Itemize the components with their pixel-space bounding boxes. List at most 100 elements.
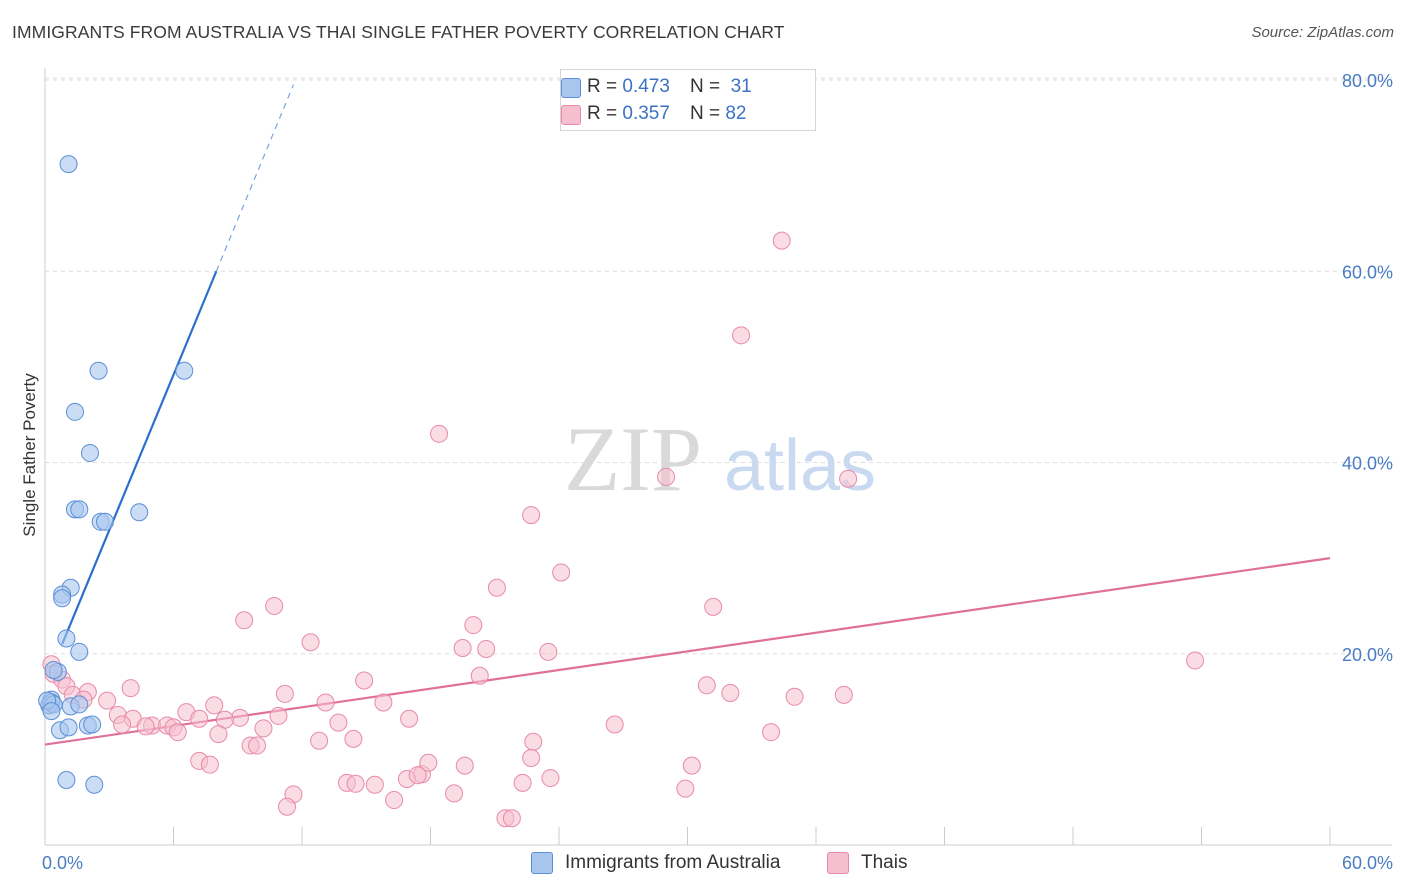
legend-label-thais: Thais	[861, 852, 908, 873]
thais-point	[136, 717, 155, 736]
thais-point	[316, 693, 335, 712]
chart-title: IMMIGRANTS FROM AUSTRALIA VS THAI SINGLE…	[12, 22, 785, 42]
australia-trend-extension	[215, 84, 294, 272]
thais-point	[772, 231, 791, 250]
thais-point	[704, 597, 723, 616]
legend-r-value: 0.473	[622, 76, 670, 97]
thais-point	[524, 732, 543, 751]
series-legend: Immigrants from Australia Thais	[0, 852, 1406, 878]
legend-item-thais[interactable]: Thais	[827, 852, 907, 874]
thais-point	[400, 709, 419, 728]
trend-lines	[44, 84, 1331, 746]
australia-point	[80, 443, 99, 462]
thais-point	[839, 469, 858, 488]
thais-point	[365, 775, 384, 794]
y-tick-label: 80.0%	[1342, 71, 1393, 91]
y-tick-label: 20.0%	[1342, 645, 1393, 665]
thais-point	[344, 729, 363, 748]
thais-point	[834, 685, 853, 704]
watermark-zip: ZIP	[564, 408, 702, 510]
thais-point	[168, 723, 187, 742]
thais-point	[374, 693, 393, 712]
watermark: ZIP atlas	[564, 408, 876, 510]
thais-point	[605, 715, 624, 734]
thais-point	[278, 797, 297, 816]
thais-point	[269, 706, 288, 725]
thais-point	[464, 616, 483, 635]
thais-point	[310, 731, 329, 750]
thais-point	[445, 784, 464, 803]
thais-point	[453, 639, 472, 658]
australia-points	[38, 155, 194, 794]
australia-trend-line	[61, 270, 218, 645]
legend-swatch-pink	[561, 105, 581, 125]
grid-lines	[45, 77, 1392, 655]
thais-point	[552, 563, 571, 582]
thais-point	[697, 676, 716, 695]
thais-point	[190, 709, 209, 728]
thais-point	[541, 769, 560, 788]
thais-point	[522, 506, 541, 525]
thais-point	[676, 779, 695, 798]
thais-point	[408, 766, 427, 785]
thais-point	[657, 467, 676, 486]
thais-point	[346, 774, 365, 793]
thais-point	[385, 791, 404, 810]
thais-point	[205, 696, 224, 715]
thais-point	[477, 639, 496, 658]
watermark-atlas: atlas	[724, 426, 876, 506]
thais-point	[121, 679, 140, 698]
thais-point	[209, 725, 228, 744]
legend-item-australia[interactable]: Immigrants from Australia	[531, 852, 780, 874]
thais-point	[1186, 651, 1205, 670]
thais-point	[301, 633, 320, 652]
thais-point	[539, 642, 558, 661]
y-axis-label: Single Father Poverty	[20, 373, 39, 537]
stats-legend: R = 0.473 N = 31 R = 0.357 N = 82	[560, 69, 816, 131]
australia-point	[95, 512, 114, 531]
axes	[44, 68, 1392, 846]
australia-point	[42, 702, 61, 721]
thais-point	[732, 326, 751, 345]
thais-point	[419, 753, 438, 772]
australia-point	[70, 695, 89, 714]
australia-point	[57, 629, 76, 648]
legend-n-value: 31	[730, 76, 752, 97]
thais-point	[248, 736, 267, 755]
legend-swatch-blue	[531, 852, 553, 874]
thais-point	[502, 809, 521, 828]
thais-point	[513, 773, 532, 792]
source-label: Source: ZipAtlas.com	[1251, 24, 1394, 41]
australia-point	[89, 361, 108, 380]
australia-point	[59, 155, 78, 174]
thais-point	[329, 713, 348, 732]
australia-point	[130, 503, 149, 522]
thais-point	[455, 756, 474, 775]
australia-point	[175, 361, 194, 380]
thais-point	[487, 578, 506, 597]
x-tick-label: 60.0%	[1342, 853, 1393, 873]
thais-point	[275, 684, 294, 703]
legend-n-value: 82	[725, 103, 747, 124]
australia-point	[59, 718, 78, 737]
thais-point	[721, 683, 740, 702]
thais-points	[40, 231, 1205, 828]
thais-point	[98, 691, 117, 710]
thais-point	[762, 723, 781, 742]
tick-labels: 20.0% 40.0% 60.0% 80.0% 0.0% 60.0%	[42, 71, 1393, 873]
thais-point	[785, 687, 804, 706]
y-tick-label: 40.0%	[1342, 454, 1393, 474]
thais-point	[113, 715, 132, 734]
australia-point	[83, 715, 102, 734]
thais-point	[522, 748, 541, 767]
legend-row-australia: R = 0.473 N = 31	[561, 75, 752, 99]
thais-point	[265, 596, 284, 615]
thais-point	[200, 755, 219, 774]
x-tick-label: 0.0%	[42, 853, 83, 873]
australia-point	[85, 775, 104, 794]
australia-point	[70, 642, 89, 661]
legend-r-label: R =	[587, 76, 618, 97]
legend-swatch-blue	[561, 78, 581, 98]
thais-point	[230, 708, 249, 727]
